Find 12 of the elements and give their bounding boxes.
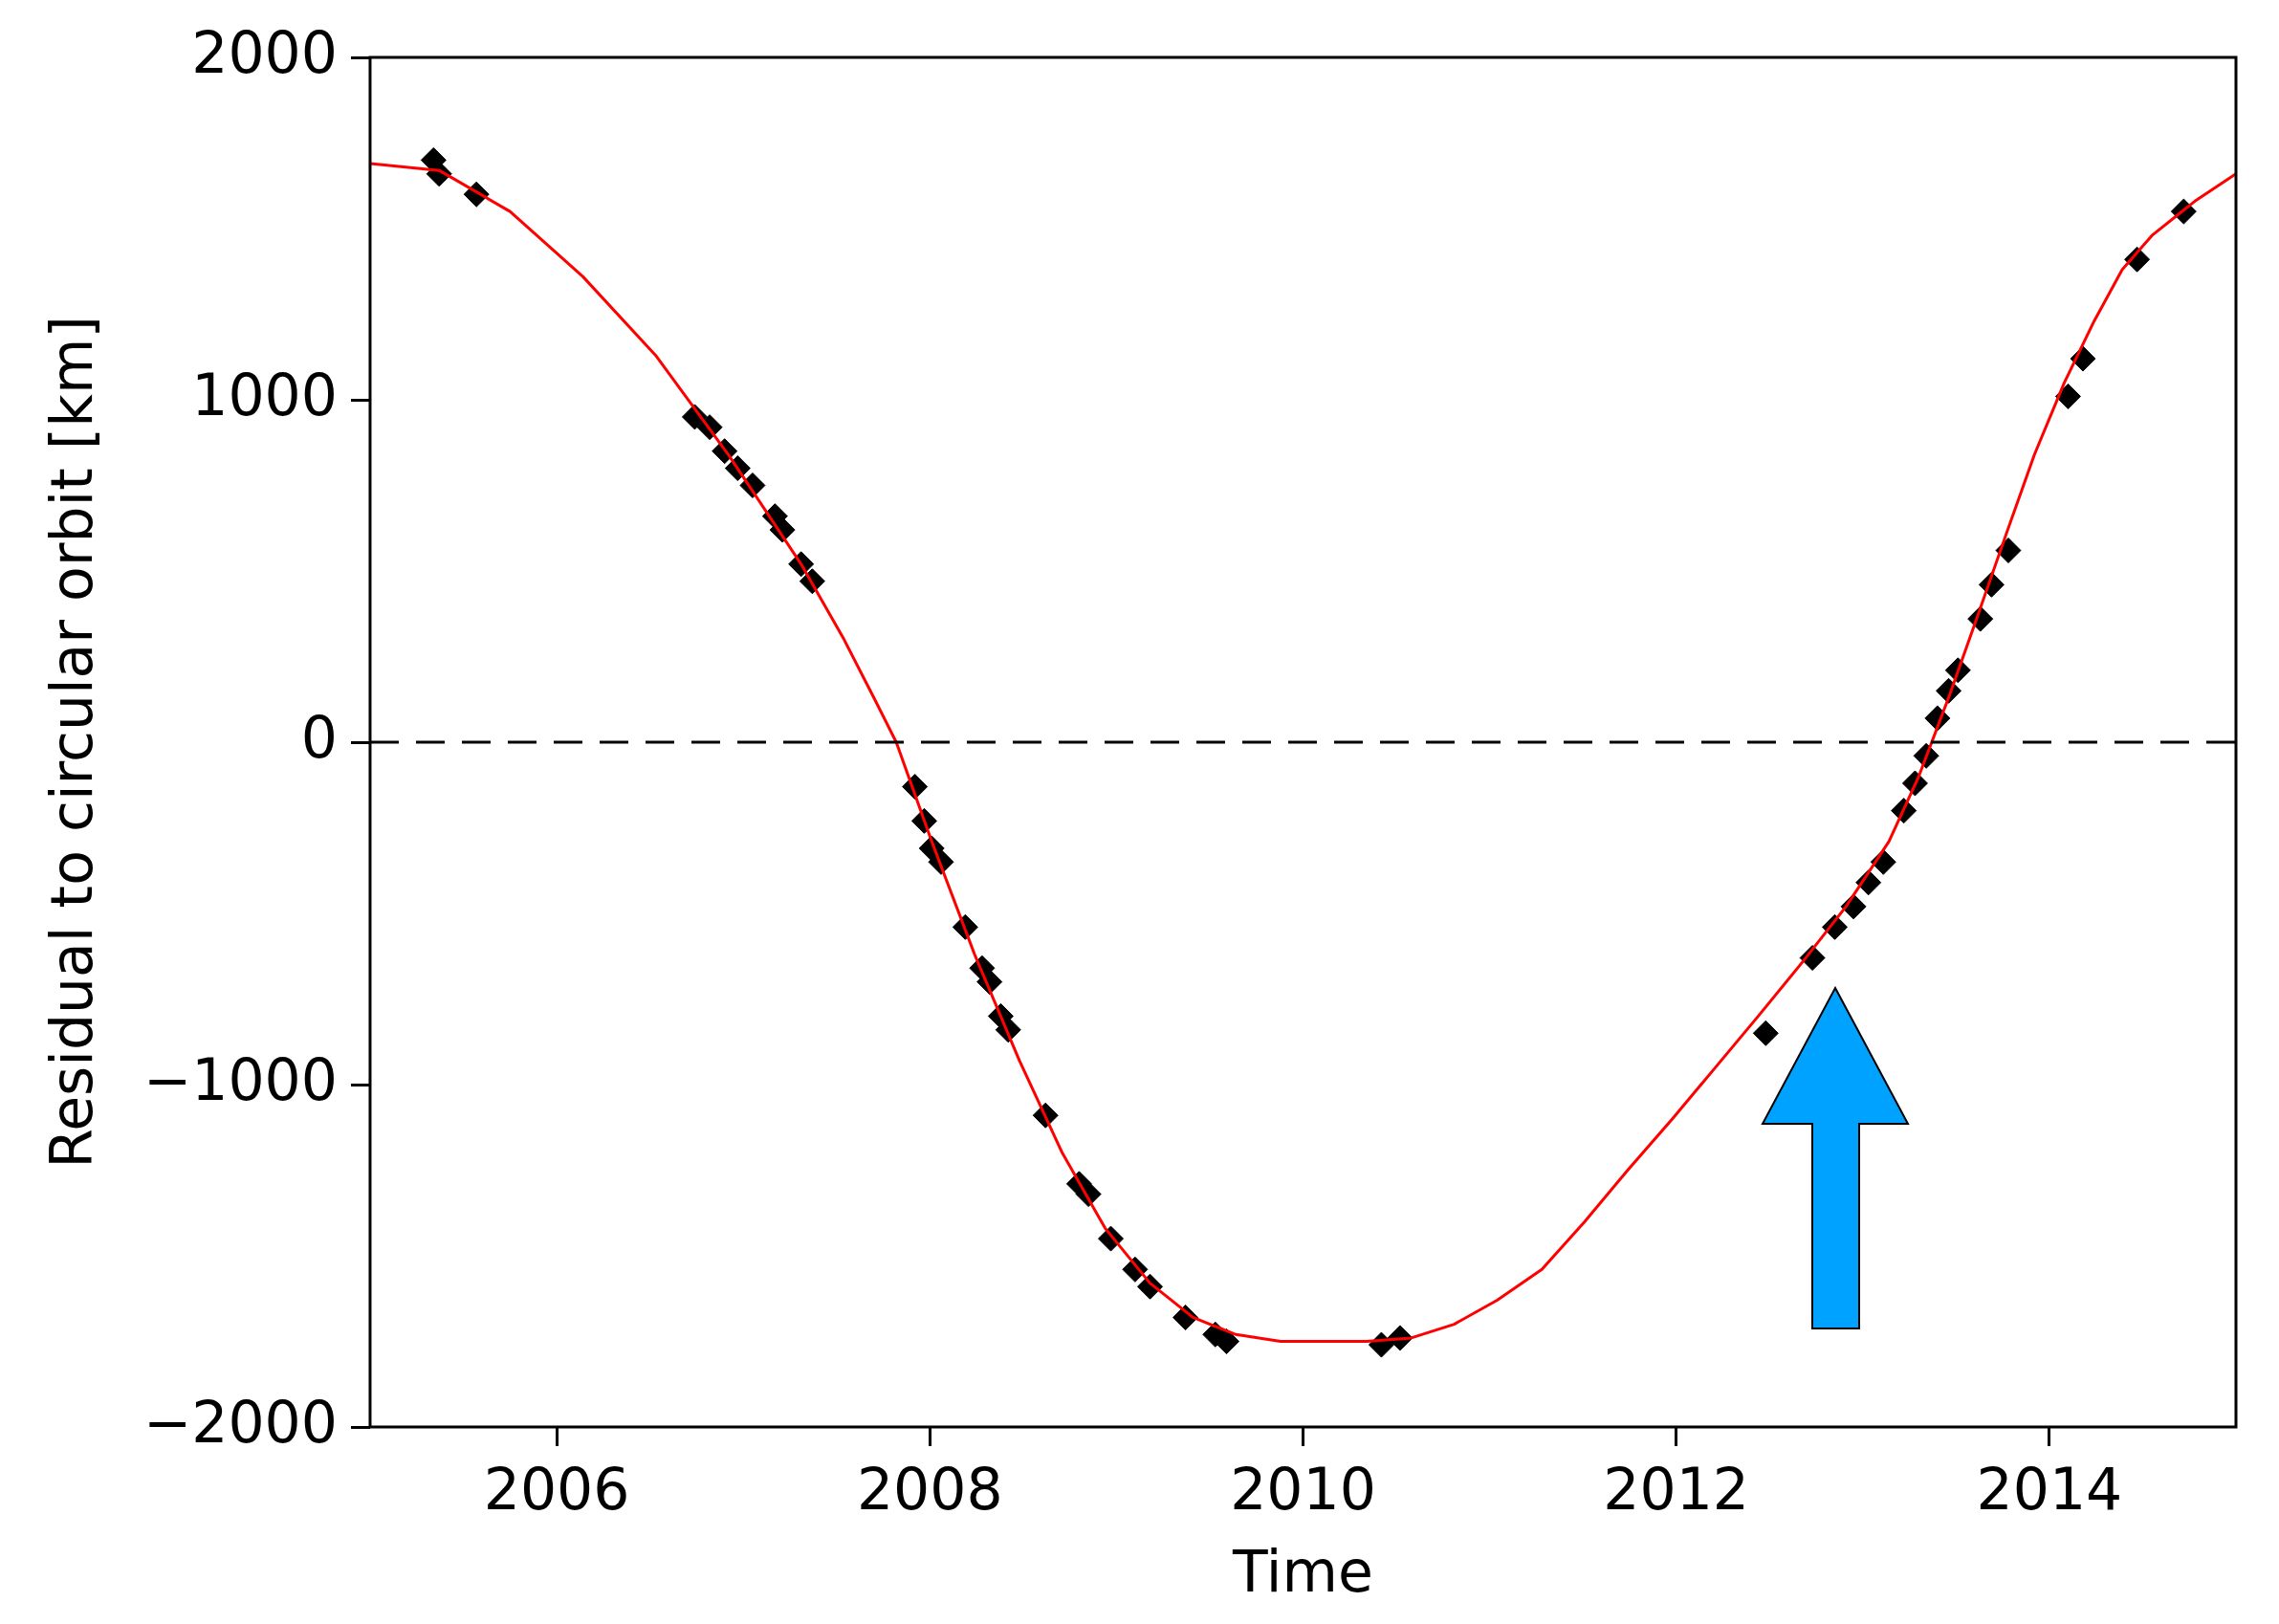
y-tick-label: 2000 xyxy=(191,18,338,86)
y-tick-label: 0 xyxy=(300,703,338,771)
x-tick-label: 2008 xyxy=(856,1455,1003,1523)
x-tick-label: 2014 xyxy=(1976,1455,2123,1523)
x-axis-title: Time xyxy=(1232,1537,1373,1605)
y-tick-label: 1000 xyxy=(191,361,338,428)
x-tick-label: 2006 xyxy=(483,1455,630,1523)
y-tick-label: −2000 xyxy=(143,1388,338,1456)
y-axis-title: Residual to circular orbit [km] xyxy=(37,316,105,1169)
x-tick-label: 2010 xyxy=(1230,1455,1376,1523)
y-tick-label: −1000 xyxy=(143,1045,338,1113)
x-tick-label: 2012 xyxy=(1603,1455,1750,1523)
